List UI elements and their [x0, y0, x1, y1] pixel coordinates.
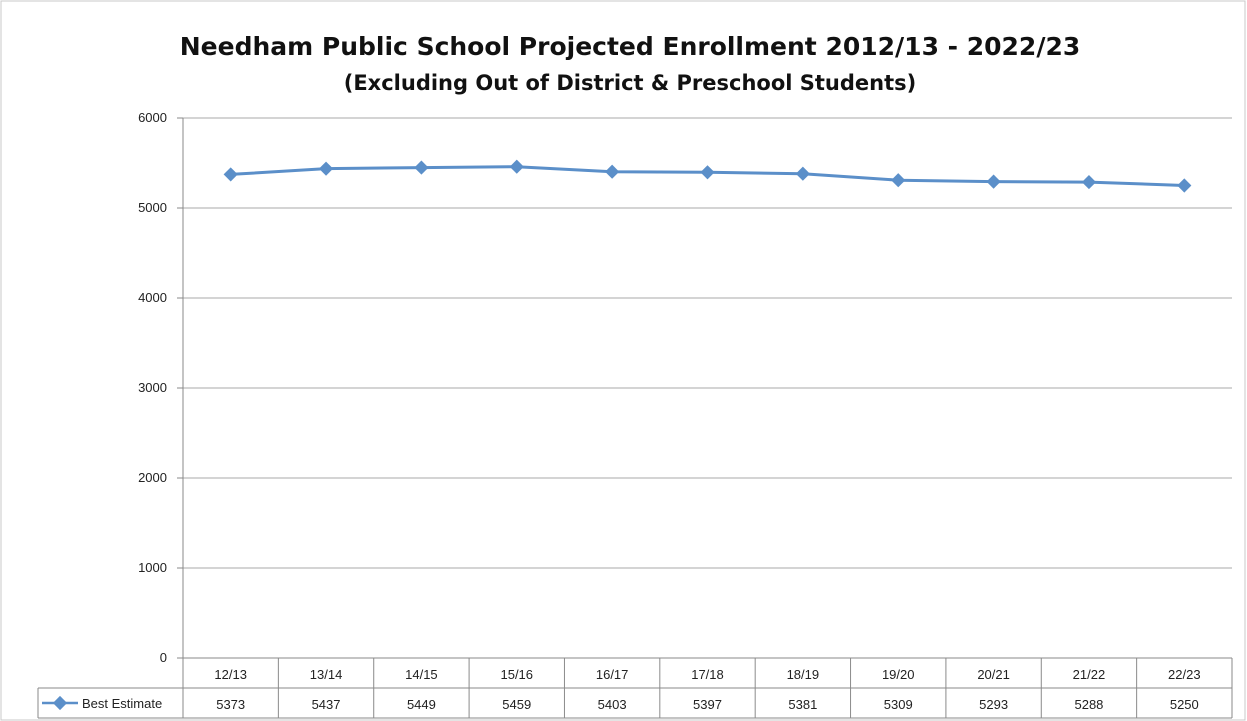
data-point [700, 165, 715, 180]
gridlines [183, 117, 1232, 569]
chart-title: Needham Public School Projected Enrollme… [180, 32, 1081, 61]
x-category-label: 14/15 [405, 667, 438, 682]
data-point [891, 173, 906, 188]
table-value-cell: 5449 [407, 697, 436, 712]
y-axis-ticks: 0 1000 2000 3000 4000 5000 6000 [138, 110, 184, 665]
x-category-label: 15/16 [500, 667, 533, 682]
series-layer [223, 159, 1192, 193]
x-category-label: 13/14 [310, 667, 343, 682]
table-value-cell: 5403 [598, 697, 627, 712]
x-category-label: 17/18 [691, 667, 724, 682]
y-tick-label: 1000 [138, 560, 167, 575]
table-value-cell: 5437 [312, 697, 341, 712]
y-tick-label: 2000 [138, 470, 167, 485]
x-category-label: 21/22 [1073, 667, 1106, 682]
y-tick-label: 5000 [138, 200, 167, 215]
table-value-cell: 5288 [1074, 697, 1103, 712]
legend-marker-key [52, 695, 68, 711]
table-value-cell: 5381 [788, 697, 817, 712]
y-tick-label: 3000 [138, 380, 167, 395]
table-value-cell: 5309 [884, 697, 913, 712]
data-point [414, 160, 429, 175]
x-category-label: 20/21 [977, 667, 1010, 682]
table-value-cell: 5250 [1170, 697, 1199, 712]
data-table: 12/13 5373 13/14 5437 14/15 5449 15/16 5459 16/1… [37, 657, 1233, 719]
data-point [1081, 175, 1097, 190]
data-point [795, 166, 810, 181]
legend-label: Best Estimate [82, 696, 162, 711]
data-point [318, 161, 334, 176]
table-value-cell: 5293 [979, 697, 1008, 712]
table-value-cell: 5397 [693, 697, 722, 712]
table-value-cell: 5373 [216, 697, 245, 712]
data-point [1177, 178, 1192, 193]
data-point [223, 167, 238, 182]
data-point [605, 164, 620, 179]
table-value-cell: 5459 [502, 697, 531, 712]
y-tick-label: 0 [160, 650, 167, 665]
y-tick-label: 6000 [138, 110, 167, 125]
data-point [986, 174, 1001, 189]
y-tick-label: 4000 [138, 290, 167, 305]
x-category-label: 22/23 [1168, 667, 1201, 682]
x-category-label: 16/17 [596, 667, 629, 682]
x-category-label: 12/13 [214, 667, 247, 682]
x-category-label: 19/20 [882, 667, 915, 682]
chart-subtitle: (Excluding Out of District & Preschool S… [344, 71, 917, 95]
x-category-label: 18/19 [787, 667, 820, 682]
